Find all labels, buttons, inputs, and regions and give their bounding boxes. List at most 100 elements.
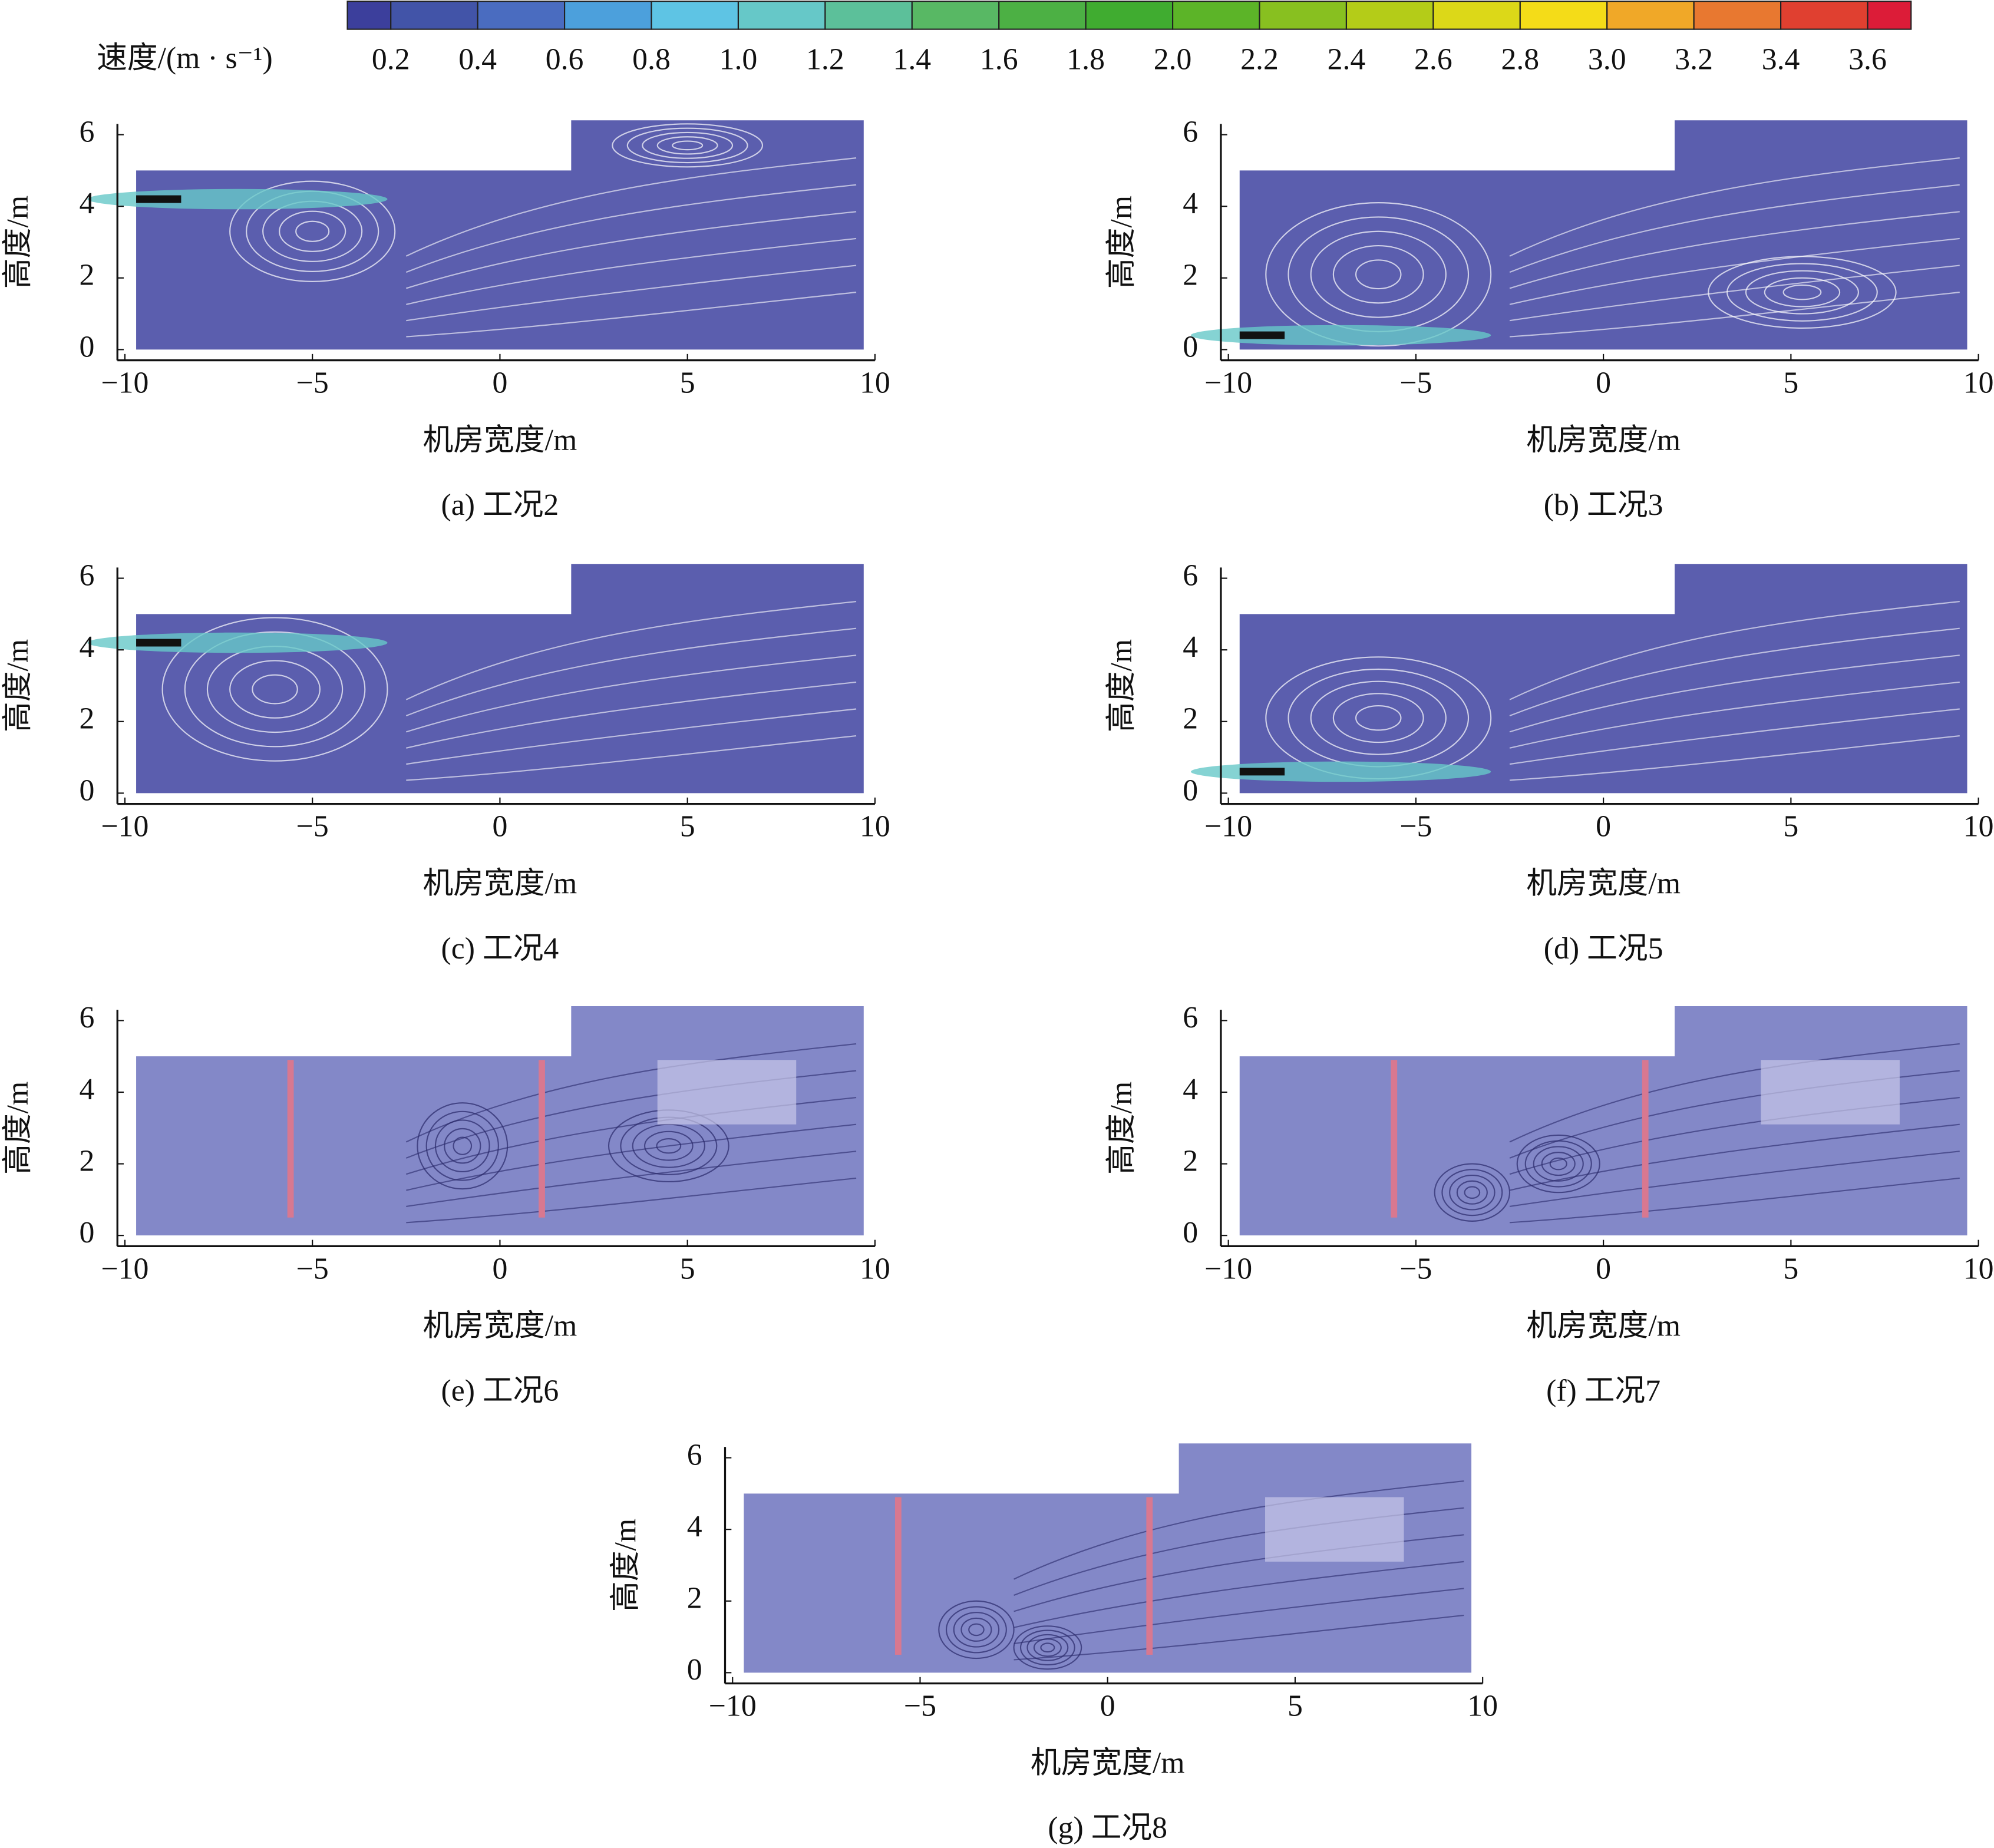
x-axis-label: 机房宽度/m [1526,867,1681,901]
x-tick-label: −5 [296,366,329,400]
x-tick-label: 0 [1596,1252,1611,1285]
x-tick-label: −5 [296,810,329,844]
caption: (a) 工况2 [441,488,559,522]
colorbar-tick-label: 0.4 [458,43,497,77]
inlet [1239,768,1285,776]
caption: (b) 工况3 [1544,488,1663,522]
streamline [405,1043,857,1143]
inlet-jet [87,632,388,653]
streamline [1509,654,1960,733]
y-axis-label: 高度/m [1105,639,1138,732]
x-tick-label: 5 [680,1252,695,1285]
y-axis-label: 高度/m [1,1082,35,1175]
inlet-jet [87,189,388,210]
x-tick-label: 5 [1783,810,1798,844]
streamline [417,1102,509,1190]
streamline [1441,1169,1503,1216]
y-tick-label: 0 [687,1653,702,1687]
streamline [444,1128,481,1164]
x-tick-label: −10 [1204,366,1252,400]
y-tick-label: 0 [80,773,95,807]
equipment [1761,1060,1900,1125]
room-domain [1239,120,1967,350]
x-tick-label: −10 [101,1252,148,1285]
streamline [1509,211,1960,289]
streamline [295,220,330,242]
streamline [1026,1634,1069,1661]
x-tick-label: −5 [296,1252,329,1285]
y-axis-label: 高度/m [1105,196,1138,289]
caption: (e) 工况6 [441,1374,559,1408]
streamline [1509,627,1960,717]
y-tick-label: 2 [1183,702,1198,736]
streamline [626,127,748,164]
x-tick-label: 10 [1467,1690,1498,1723]
room-domain [136,120,864,350]
colorbar-segment [1259,1,1348,30]
x-tick-label: −10 [709,1690,757,1723]
streamline [1434,1163,1511,1222]
x-tick-label: 10 [1963,366,1994,400]
colorbar-tick-label: 3.0 [1588,43,1626,77]
room-domain [136,564,864,794]
streamline [405,157,857,257]
inlet-jet [1191,761,1491,782]
streamline [938,1600,1015,1659]
panel: −10 −5 0 5 10 0 2 4 6 机房宽度/m (d) 工况5 高度/m [1105,558,1994,965]
streamline [161,617,388,762]
streamline [1509,265,1960,322]
streamline [1456,1180,1488,1205]
streamline [252,674,298,705]
colorbar-segment [1693,1,1782,30]
x-tick-label: −10 [1204,1252,1252,1285]
x-tick-label: 10 [860,810,890,844]
streamline [953,1612,1000,1648]
colorbar-segment [346,1,392,30]
streamline [1509,1151,1960,1208]
x-tick-label: 5 [680,810,695,844]
streamline [1013,1614,1464,1661]
streamline [1509,1123,1960,1191]
partition [1642,1060,1649,1218]
panel: −10 −5 0 5 10 0 2 4 6 机房宽度/m (c) 工况4 高度/m [1,558,890,965]
y-tick-label: 6 [1183,1001,1198,1034]
streamline [1013,1480,1464,1580]
x-tick-label: 0 [1100,1690,1115,1723]
x-axis-label: 机房宽度/m [1031,1747,1185,1780]
y-axis-label: 高度/m [609,1519,642,1612]
streamline [405,627,857,717]
panel: −10 −5 0 5 10 0 2 4 6 机房宽度/m (g) 工况8 高度/m [609,1438,1498,1844]
colorbar-segment [390,1,478,30]
streamline [1509,292,1960,338]
streamline [1332,693,1424,743]
y-tick-label: 0 [80,1216,95,1249]
streamline [1782,284,1822,300]
streamline [1013,1588,1464,1645]
x-tick-label: 0 [492,810,507,844]
partition [539,1060,545,1218]
x-tick-label: 5 [1287,1690,1303,1723]
y-tick-label: 6 [687,1438,702,1472]
y-tick-label: 2 [1183,259,1198,292]
panel: −10 −5 0 5 10 0 2 4 6 机房宽度/m (e) 工况6 高度/m [1,1001,890,1407]
colorbar-tick-label: 2.6 [1414,43,1452,77]
streamline [1509,1043,1960,1143]
colorbar-tick-label: 0.8 [632,43,671,77]
streamline [1040,1642,1055,1653]
streamline [1355,259,1402,290]
streamline [184,631,366,748]
streamline [644,1130,694,1161]
colorbar-tick-label: 2.8 [1501,43,1539,77]
colorbar-tick-label: 1.0 [719,43,758,77]
y-tick-label: 6 [1183,115,1198,148]
x-axis-label: 机房宽度/m [423,1310,577,1343]
streamline [1310,230,1447,318]
streamline [1310,680,1447,755]
x-tick-label: 0 [1596,810,1611,844]
colorbar-tick-label: 1.4 [893,43,931,77]
x-tick-label: −10 [101,810,148,844]
streamline [960,1617,992,1642]
streamline [406,1123,857,1191]
colorbar-segment [477,1,566,30]
